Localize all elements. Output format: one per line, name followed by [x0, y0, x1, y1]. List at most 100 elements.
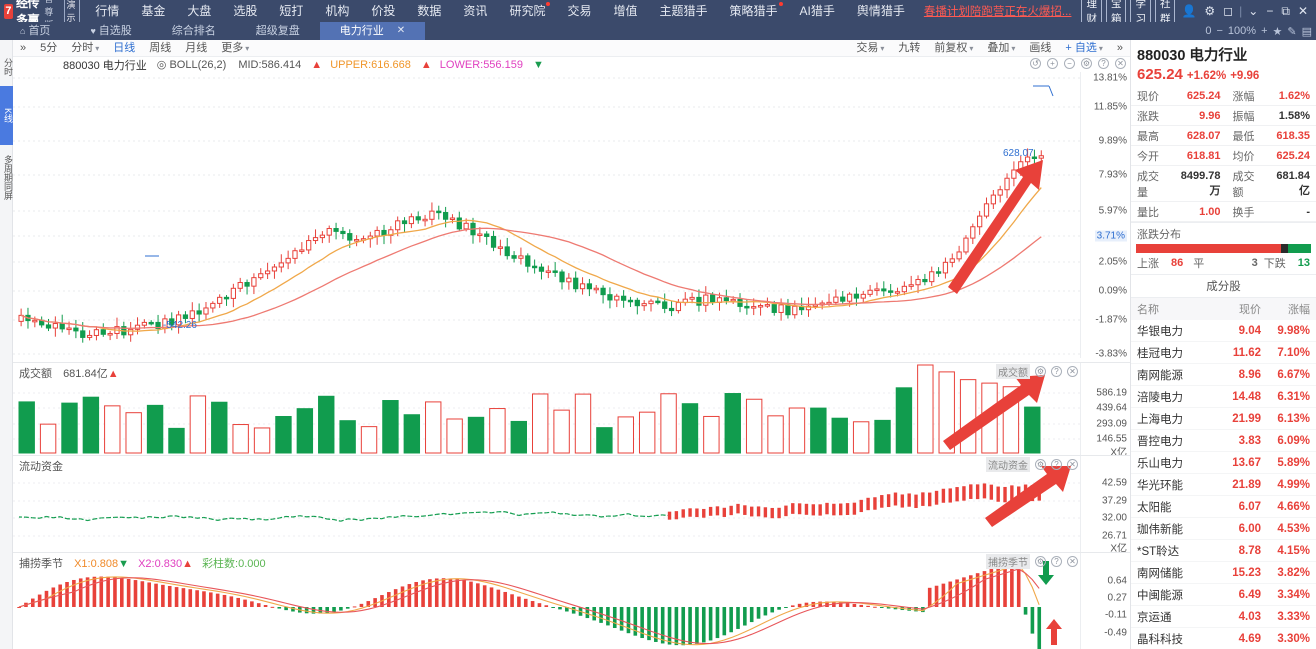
price-chart-panel[interactable]: 13.81% 11.85% 9.89% 7.93% 5.97% 3.71% 2.05% 0.0… — [13, 72, 1130, 360]
minimize-icon[interactable]: − — [1266, 4, 1274, 18]
help-icon[interactable]: ? — [1051, 459, 1062, 470]
flow-line-segment — [135, 516, 143, 520]
nav-item-7[interactable]: 数据 — [417, 4, 442, 18]
zoom-in-icon[interactable]: + — [1047, 58, 1058, 69]
period-item-4[interactable]: 月线 — [178, 40, 214, 57]
close-icon[interactable]: ✕ — [1297, 4, 1308, 18]
rail-item-intraday[interactable]: 分时 — [3, 58, 13, 76]
zoom-out-icon[interactable]: − — [1064, 58, 1075, 69]
volume-bar — [574, 393, 592, 454]
stat-key2: 最低 — [1226, 125, 1261, 146]
pen-icon[interactable]: ✎ — [1287, 25, 1297, 38]
nav-item-11[interactable]: 增值 — [613, 4, 638, 18]
gear-icon[interactable]: ⚙ — [1081, 58, 1092, 69]
season-bar — [126, 578, 131, 607]
close-icon[interactable]: ✕ — [1067, 459, 1078, 470]
rail-item-kline[interactable]: K线 — [0, 86, 13, 146]
chevron-down-icon[interactable]: ⌄ — [1248, 4, 1259, 18]
toolbar-overflow[interactable]: » — [1116, 41, 1123, 54]
nav-item-3[interactable]: 选股 — [233, 4, 258, 18]
list-item[interactable]: 太阳能 6.07 4.66% — [1131, 496, 1316, 518]
tool-item-5[interactable]: + 自选 ▾ — [1058, 40, 1110, 57]
zoom-in-button[interactable]: + — [1261, 25, 1268, 37]
promo-link[interactable]: 春播计划陪跑营正在火爆招... — [923, 6, 1072, 18]
period-item-0[interactable]: 5分 — [33, 40, 64, 57]
list-item[interactable]: 南网能源 8.96 6.67% — [1131, 364, 1316, 386]
period-item-5[interactable]: 更多 ▾ — [214, 40, 256, 57]
season-bar — [256, 603, 261, 607]
tool-item-3[interactable]: 叠加 ▾ — [980, 40, 1022, 57]
tab-1[interactable]: ♥ 自选股 — [70, 22, 151, 40]
restore-icon[interactable]: ⧉ — [1281, 3, 1290, 18]
nav-item-6[interactable]: 价投 — [371, 4, 396, 18]
tab-4[interactable]: 电力行业 ✕ — [319, 22, 426, 40]
window-icon[interactable]: ◻ — [1223, 4, 1234, 18]
list-item[interactable]: 南网储能 15.23 3.82% — [1131, 562, 1316, 584]
list-item[interactable]: 上海电力 21.99 6.13% — [1131, 408, 1316, 430]
nav-item-5[interactable]: 机构 — [325, 4, 350, 18]
list-item[interactable]: *ST聆达 8.78 4.15% — [1131, 540, 1316, 562]
help-icon[interactable]: ? — [1051, 556, 1062, 567]
season-bar — [537, 603, 542, 607]
list-item[interactable]: 华银电力 9.04 9.98% — [1131, 320, 1316, 342]
tool-item-2[interactable]: 前复权 ▾ — [927, 40, 980, 57]
list-item[interactable]: 涪陵电力 14.48 6.31% — [1131, 386, 1316, 408]
list-item[interactable]: 桂冠电力 11.62 7.10% — [1131, 342, 1316, 364]
close-icon[interactable]: ✕ — [1067, 556, 1078, 567]
nav-item-14[interactable]: AI猎手 — [799, 4, 835, 18]
season-bar — [304, 607, 309, 614]
help-icon[interactable]: ? — [1051, 366, 1062, 377]
season-panel-header: 捕捞季节 X1:0.808▼ X2:0.830▲ 彩柱数:0.000 — [19, 555, 266, 571]
nav-item-1[interactable]: 基金 — [141, 4, 166, 18]
period-item-1[interactable]: 分时 ▾ — [64, 40, 106, 57]
rail-item-multiperiod[interactable]: 多周期同屏 — [3, 155, 13, 201]
tab-3[interactable]: 超级复盘 — [236, 22, 320, 40]
list-item[interactable]: 晶科科技 4.69 3.30% — [1131, 628, 1316, 649]
x2-up-arrow-icon: ▲ — [182, 558, 193, 570]
list-item[interactable]: 珈伟新能 6.00 4.53% — [1131, 518, 1316, 540]
radio-icon[interactable]: ◎ — [156, 59, 167, 71]
period-item-2[interactable]: 日线 — [106, 40, 142, 57]
nav-item-15[interactable]: 舆情猎手 — [856, 4, 905, 18]
nav-item-2[interactable]: 大盘 — [187, 4, 212, 18]
layout-icon[interactable]: ▤ — [1301, 25, 1312, 38]
gear-icon[interactable]: ⚙ — [1035, 556, 1046, 567]
tab-close-icon[interactable]: ✕ — [396, 25, 406, 36]
help-icon[interactable]: ? — [1098, 58, 1109, 69]
tool-item-1[interactable]: 九转 — [891, 40, 927, 57]
list-item[interactable]: 晋控电力 3.83 6.09% — [1131, 430, 1316, 452]
capital-flow-panel[interactable]: 流动资金 流动资金 ⚙ ? ✕ 42.59 37.29 32.00 26.71 X亿 — [13, 455, 1130, 555]
tab-2[interactable]: 综合排名 — [152, 22, 236, 40]
favorite-star-icon[interactable]: ★ — [1272, 25, 1283, 38]
tool-item-0[interactable]: 交易 ▾ — [849, 40, 891, 57]
zoom-out-button[interactable]: − — [1216, 25, 1223, 37]
list-item[interactable]: 乐山电力 13.67 5.89% — [1131, 452, 1316, 474]
close-icon[interactable]: ✕ — [1067, 366, 1078, 377]
gear-icon[interactable]: ⚙ — [1204, 4, 1216, 18]
nav-item-13[interactable]: 策略猎手 — [719, 0, 789, 22]
nav-item-4[interactable]: 短打 — [279, 4, 304, 18]
nav-item-9[interactable]: 研究院 — [498, 0, 556, 22]
volume-chart-panel[interactable]: 成交额 681.84亿▲ 成交额 ⚙ ? ✕ 586.19 439.64 293.0… — [13, 362, 1130, 459]
nav-item-8[interactable]: 资讯 — [463, 4, 488, 18]
quote-change-abs: +9.96 — [1230, 70, 1260, 82]
flow-bar — [777, 507, 781, 519]
tab-label: 首页 — [28, 25, 51, 37]
season-indicator-panel[interactable]: 捕捞季节 X1:0.808▼ X2:0.830▲ 彩柱数:0.000 捕捞季节 … — [13, 552, 1130, 649]
list-item[interactable]: 中闽能源 6.49 3.34% — [1131, 584, 1316, 606]
close-icon[interactable]: ✕ — [1115, 58, 1126, 69]
tab-0[interactable]: ⌂ 首页 — [0, 22, 70, 40]
refresh-icon[interactable]: ↺ — [1030, 58, 1041, 69]
list-item[interactable]: 京运通 4.03 3.33% — [1131, 606, 1316, 628]
list-item[interactable]: 华光环能 21.89 4.99% — [1131, 474, 1316, 496]
gear-icon[interactable]: ⚙ — [1035, 459, 1046, 470]
expand-icon[interactable]: » — [20, 41, 27, 54]
period-item-3[interactable]: 周线 — [142, 40, 178, 57]
nav-item-0[interactable]: 行情 — [95, 4, 120, 18]
tool-item-4[interactable]: 画线 — [1022, 40, 1058, 57]
nav-item-10[interactable]: 交易 — [567, 4, 592, 18]
nav-item-12[interactable]: 主题猎手 — [659, 4, 708, 18]
user-icon[interactable]: 👤 — [1181, 4, 1197, 18]
x1-down-arrow-icon: ▼ — [118, 558, 129, 570]
gear-icon[interactable]: ⚙ — [1035, 366, 1046, 377]
